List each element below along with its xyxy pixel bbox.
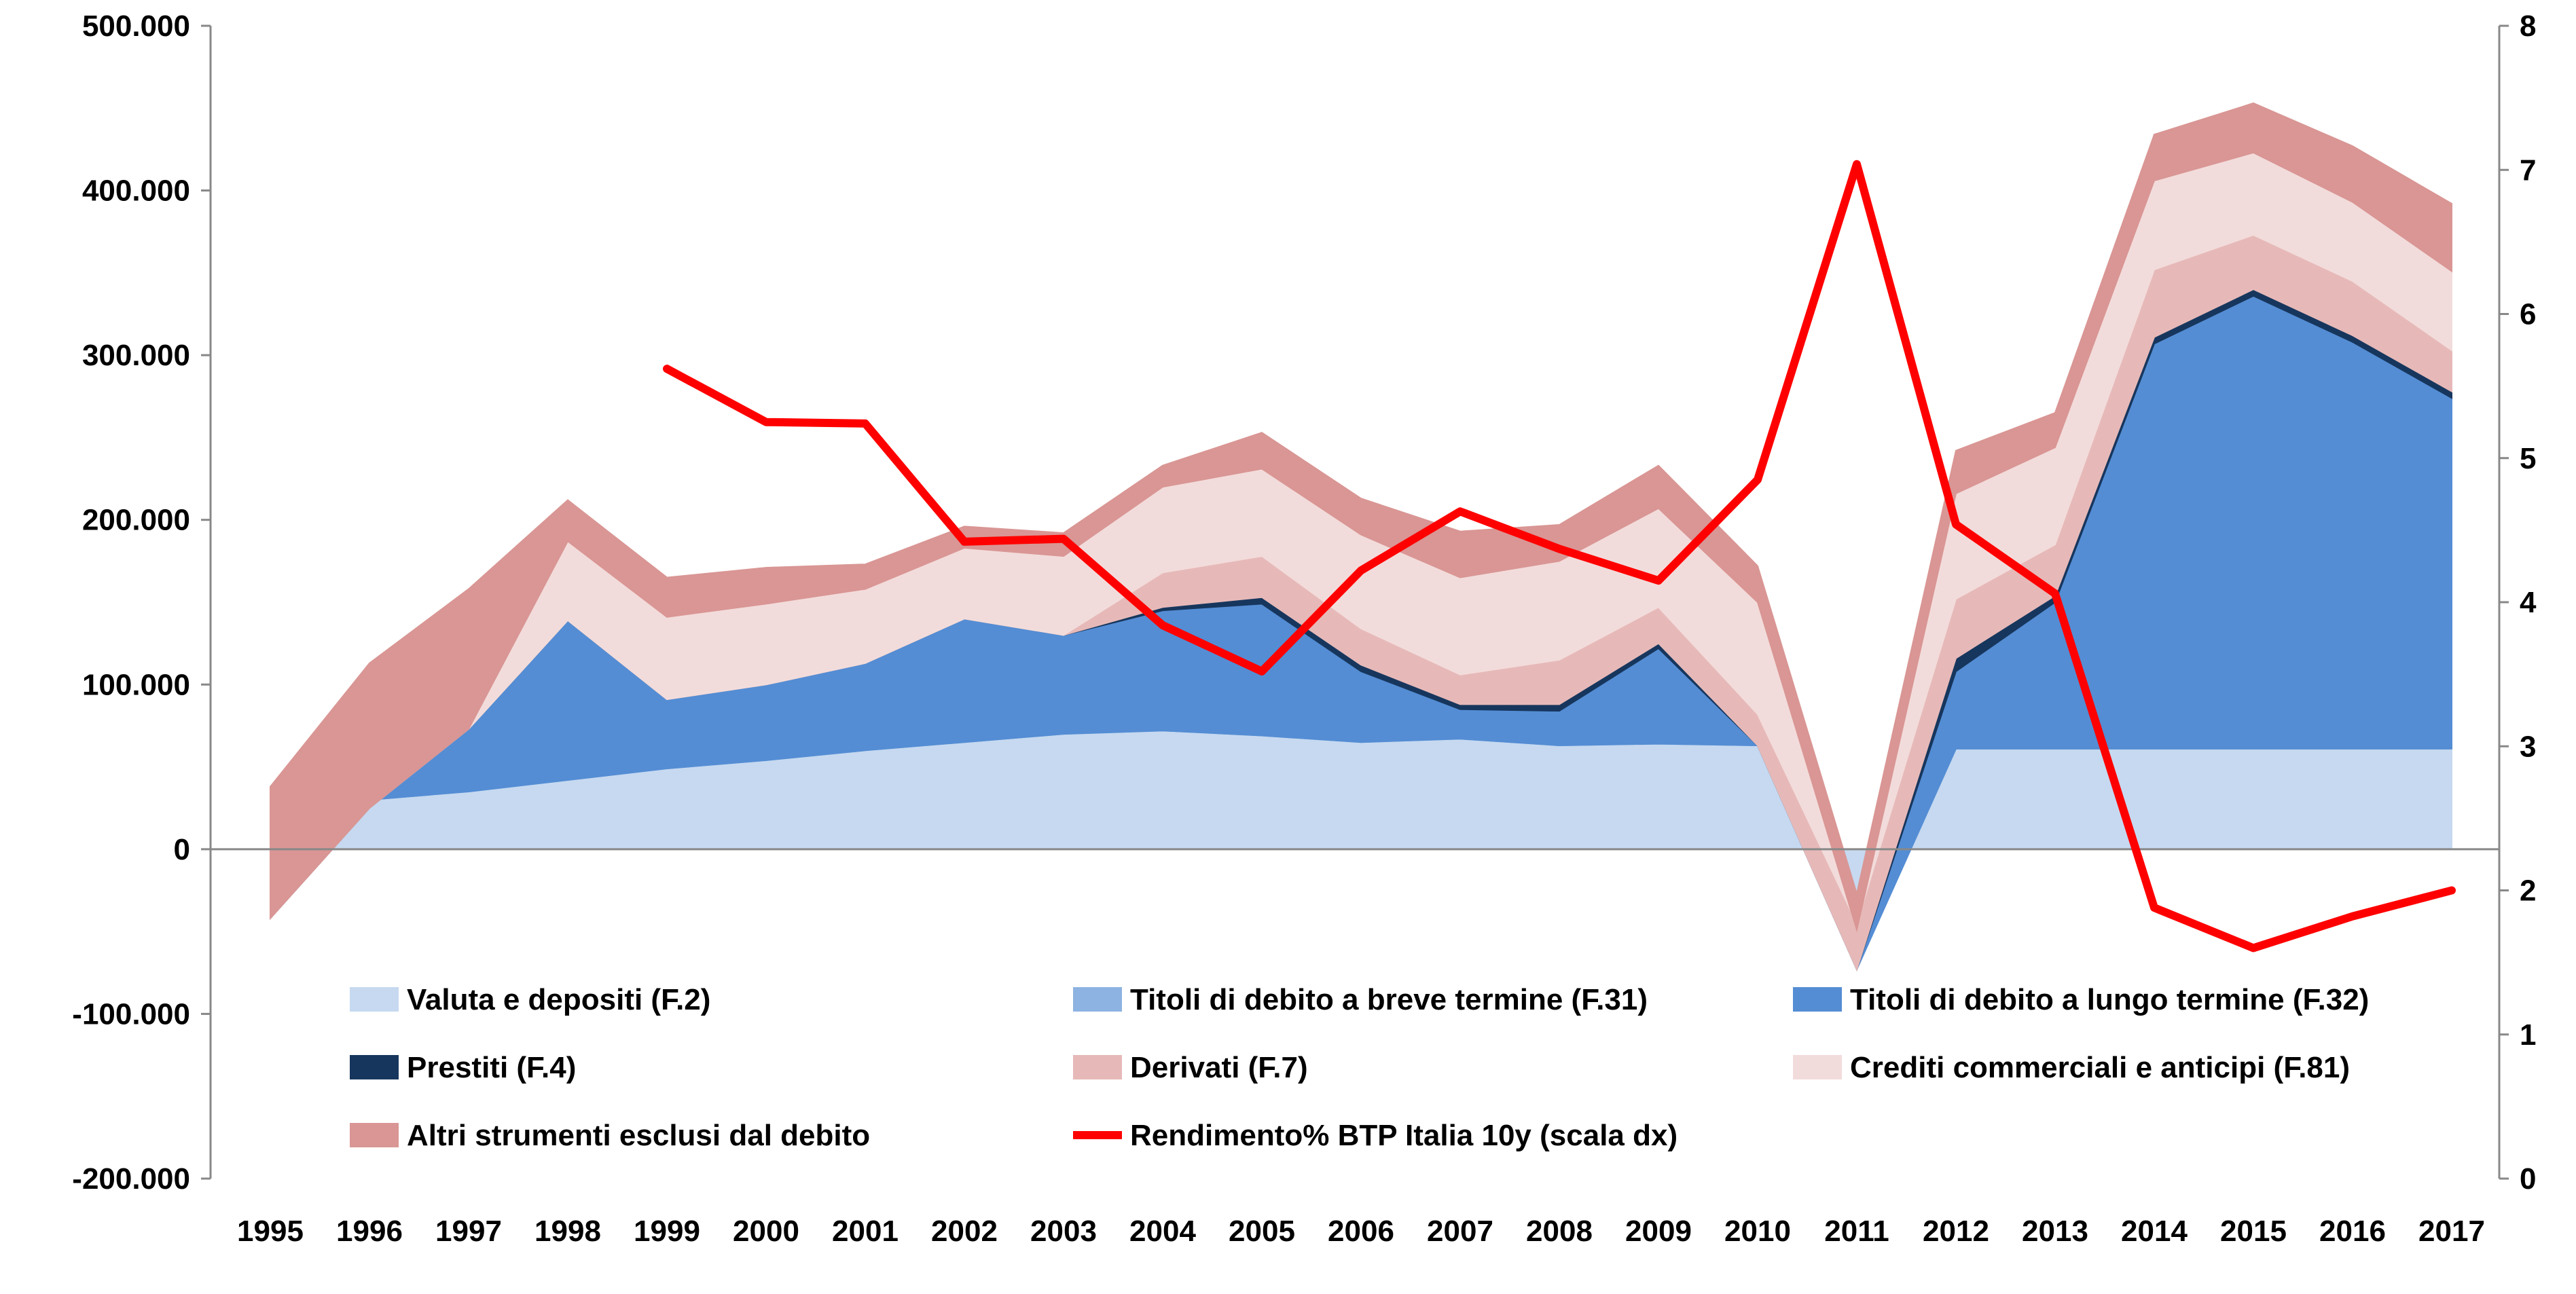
- x-tick-label: 2002: [931, 1215, 998, 1248]
- x-tick-label: 2014: [2121, 1215, 2188, 1248]
- legend-label: Valuta e depositi (F.2): [407, 983, 710, 1016]
- left-tick-label: 100.000: [82, 668, 190, 701]
- legend-label: Derivati (F.7): [1130, 1051, 1308, 1084]
- right-tick-label: 3: [2520, 730, 2536, 763]
- legend-swatch: [1793, 987, 1842, 1012]
- x-tick-label: 2013: [2022, 1215, 2088, 1248]
- right-tick-label: 0: [2520, 1162, 2536, 1196]
- x-tick-label: 2010: [1724, 1215, 1791, 1248]
- yield-line-layer: [663, 160, 2456, 953]
- x-tick-label: 2003: [1030, 1215, 1097, 1248]
- x-tick-label: 2000: [733, 1215, 799, 1248]
- legend-swatch: [1073, 987, 1122, 1012]
- x-tick-label: 2011: [1824, 1215, 1889, 1248]
- right-tick-label: 6: [2520, 298, 2536, 331]
- right-tick-label: 8: [2520, 10, 2536, 43]
- area-altri-strumenti-esclusi-dal-debito: [270, 102, 2452, 933]
- left-tick-label: 500.000: [82, 10, 190, 43]
- right-tick-label: 4: [2520, 586, 2537, 619]
- legend-label: Prestiti (F.4): [407, 1051, 576, 1084]
- x-tick-label: 1996: [336, 1215, 403, 1248]
- left-tick-label: 200.000: [82, 504, 190, 537]
- right-tick-label: 7: [2520, 153, 2536, 187]
- x-tick-label: 2015: [2220, 1215, 2287, 1248]
- x-tick-label: 2009: [1625, 1215, 1692, 1248]
- right-tick-label: 1: [2520, 1018, 2536, 1052]
- x-tick-label: 1995: [237, 1215, 304, 1248]
- left-tick-label: -200.000: [72, 1162, 190, 1196]
- left-tick-label: 400.000: [82, 174, 190, 208]
- legend-swatch: [1793, 1055, 1842, 1079]
- legend-swatch: [1073, 1055, 1122, 1079]
- left-tick-label: 300.000: [82, 339, 190, 372]
- x-tick-label: 2017: [2418, 1215, 2485, 1248]
- right-tick-label: 2: [2520, 874, 2536, 908]
- x-tick-label: 2016: [2319, 1215, 2386, 1248]
- x-tick-label: 2004: [1129, 1215, 1196, 1248]
- legend-label: Titoli di debito a lungo termine (F.32): [1850, 983, 2369, 1016]
- legend-label: Titoli di debito a breve termine (F.31): [1130, 983, 1648, 1016]
- legend-swatch: [350, 1123, 399, 1147]
- stacked-areas: [270, 102, 2452, 972]
- x-tick-label: 2005: [1229, 1215, 1295, 1248]
- x-tick-label: 1999: [634, 1215, 700, 1248]
- x-tick-label: 1998: [534, 1215, 601, 1248]
- axes: -200.000-100.0000100.000200.000300.00040…: [72, 10, 2537, 1248]
- legend-swatch: [350, 987, 399, 1012]
- legend-label: Crediti commerciali e anticipi (F.81): [1850, 1051, 2350, 1084]
- legend-label: Rendimento% BTP Italia 10y (scala dx): [1130, 1119, 1677, 1152]
- right-tick-label: 5: [2520, 442, 2536, 475]
- line-rendimento-btp-italia-10y-scala-dx: [663, 160, 2456, 953]
- x-tick-label: 2012: [1923, 1215, 1989, 1248]
- left-tick-label: 0: [174, 833, 190, 866]
- x-tick-label: 2001: [832, 1215, 899, 1248]
- legend-swatch: [350, 1055, 399, 1079]
- x-tick-label: 2008: [1526, 1215, 1593, 1248]
- legend: Valuta e depositi (F.2) Titoli di debito …: [350, 983, 2369, 1152]
- x-tick-label: 1997: [435, 1215, 502, 1248]
- left-tick-label: -100.000: [72, 997, 190, 1031]
- legend-label: Altri strumenti esclusi dal debito: [407, 1119, 870, 1152]
- x-tick-label: 2007: [1427, 1215, 1493, 1248]
- x-tick-label: 2006: [1328, 1215, 1394, 1248]
